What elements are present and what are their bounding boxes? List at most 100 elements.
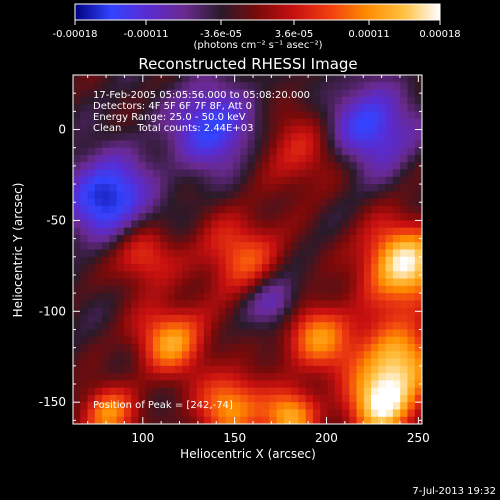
- heatmap-cell: [320, 293, 329, 301]
- heatmap-cell: [378, 75, 387, 83]
- heatmap-cell: [131, 169, 140, 178]
- heatmap-cell: [87, 336, 96, 345]
- heatmap-cell: [102, 104, 110, 112]
- heatmap-cell: [145, 416, 154, 424]
- heatmap-cell: [131, 234, 140, 243]
- heatmap-cell: [312, 271, 321, 280]
- heatmap-cell: [291, 402, 299, 411]
- heatmap-cell: [291, 184, 299, 192]
- heatmap-cell: [305, 358, 314, 367]
- heatmap-cell: [342, 111, 350, 120]
- heatmap-cell: [167, 314, 176, 323]
- heatmap-cell: [312, 104, 321, 112]
- heatmap-cell: [80, 89, 89, 98]
- heatmap-cell: [80, 365, 89, 374]
- x-axis-label: Heliocentric X (arcsec): [180, 447, 316, 461]
- heatmap-cell: [305, 191, 314, 200]
- heatmap-cell: [73, 416, 81, 424]
- heatmap-cell: [123, 184, 132, 192]
- heatmap-cell: [160, 314, 169, 323]
- heatmap-cell: [109, 358, 118, 367]
- heatmap-cell: [334, 205, 343, 214]
- heatmap-cell: [160, 162, 169, 171]
- heatmap-cell: [196, 329, 205, 338]
- heatmap-cell: [182, 169, 190, 178]
- heatmap-cell: [312, 191, 321, 200]
- heatmap-cell: [349, 365, 358, 374]
- heatmap-cell: [87, 394, 96, 403]
- heatmap-cell: [160, 198, 169, 207]
- heatmap-cell: [123, 285, 132, 294]
- heatmap-cell: [102, 213, 110, 222]
- heatmap-cell: [145, 118, 154, 127]
- heatmap-cell: [371, 220, 379, 229]
- heatmap-cell: [342, 264, 350, 272]
- heatmap-cell: [152, 125, 161, 134]
- heatmap-cell: [174, 365, 183, 374]
- heatmap-cell: [152, 416, 161, 424]
- heatmap-cell: [291, 351, 299, 360]
- heatmap-cell: [356, 162, 365, 171]
- heatmap-cell: [269, 329, 278, 338]
- heatmap-cell: [378, 394, 387, 403]
- heatmap-cell: [320, 314, 329, 323]
- heatmap-cell: [392, 169, 401, 178]
- heatmap-cell: [145, 300, 154, 309]
- heatmap-cell: [254, 220, 263, 229]
- heatmap-cell: [298, 373, 307, 381]
- heatmap-cell: [182, 162, 190, 171]
- heatmap-cell: [312, 336, 321, 345]
- heatmap-cell: [145, 198, 154, 207]
- heatmap-cell: [247, 293, 256, 301]
- heatmap-cell: [160, 351, 169, 360]
- heatmap-cell: [392, 191, 401, 200]
- heatmap-cell: [102, 256, 110, 265]
- heatmap-cell: [174, 351, 183, 360]
- heatmap-cell: [356, 380, 365, 389]
- heatmap-cell: [262, 249, 270, 258]
- heatmap-cell: [102, 169, 110, 178]
- heatmap-cell: [392, 213, 401, 222]
- heatmap-cell: [247, 220, 256, 229]
- heatmap-cell: [400, 125, 409, 134]
- heatmap-cell: [203, 329, 212, 338]
- heatmap-cell: [334, 264, 343, 272]
- heatmap-cell: [363, 314, 372, 323]
- heatmap-cell: [138, 278, 147, 287]
- heatmap-cell: [73, 234, 81, 243]
- heatmap-cell: [73, 140, 81, 149]
- heatmap-cell: [203, 344, 212, 352]
- heatmap-cell: [102, 314, 110, 323]
- heatmap-cell: [80, 307, 89, 316]
- heatmap-cell: [174, 249, 183, 258]
- heatmap-cell: [138, 402, 147, 411]
- heatmap-cell: [247, 75, 256, 83]
- heatmap-cell: [298, 409, 307, 418]
- heatmap-cell: [189, 264, 198, 272]
- heatmap-cell: [211, 322, 220, 331]
- heatmap-cell: [211, 365, 220, 374]
- heatmap-cell: [414, 184, 422, 192]
- heatmap-cell: [152, 365, 161, 374]
- heatmap-cell: [247, 96, 256, 105]
- heatmap-cell: [392, 307, 401, 316]
- heatmap-cell: [80, 242, 89, 251]
- heatmap-cell: [378, 111, 387, 120]
- heatmap-cell: [356, 82, 365, 91]
- heatmap-cell: [189, 344, 198, 352]
- heatmap-cell: [371, 191, 379, 200]
- heatmap-cell: [356, 89, 365, 98]
- heatmap-cell: [218, 213, 227, 222]
- heatmap-cell: [123, 416, 132, 424]
- heatmap-cell: [174, 402, 183, 411]
- heatmap-cell: [320, 351, 329, 360]
- heatmap-cell: [342, 227, 350, 236]
- heatmap-cell: [203, 118, 212, 127]
- heatmap-cell: [80, 351, 89, 360]
- heatmap-cell: [363, 140, 372, 149]
- heatmap-cell: [80, 111, 89, 120]
- heatmap-cell: [276, 220, 285, 229]
- heatmap-cell: [87, 104, 96, 112]
- heatmap-cell: [262, 104, 270, 112]
- heatmap-cell: [262, 285, 270, 294]
